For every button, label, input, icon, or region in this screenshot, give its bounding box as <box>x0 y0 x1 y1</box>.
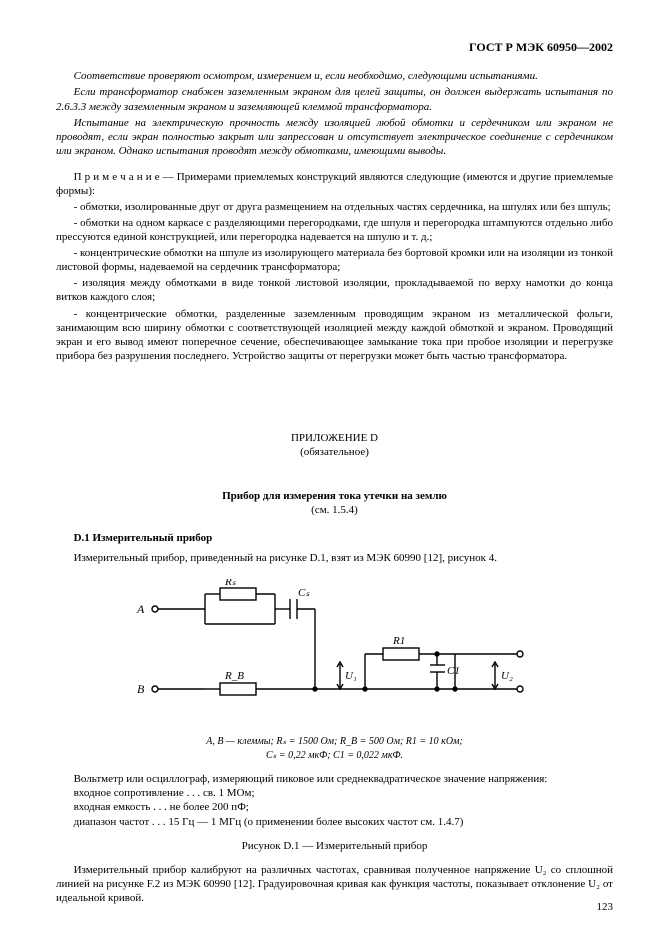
appendix-ref: (см. 1.5.4) <box>56 503 613 517</box>
label-rb: R_B <box>224 670 244 682</box>
label-rs: Rₛ <box>224 579 237 588</box>
label-a: A <box>136 602 145 616</box>
note-i1: - обмотки, изолированные друг от друга р… <box>56 200 613 214</box>
caption-line1: A, B — клеммы; Rₛ = 1500 Ом; R_B = 500 О… <box>206 736 463 747</box>
d1-calib: Измерительный прибор калибруют на различ… <box>56 863 613 905</box>
d1-after1: Вольтметр или осциллограф, измеряющий пи… <box>56 772 613 786</box>
label-u1: U₁ <box>345 670 357 682</box>
doc-header: ГОСТ Р МЭК 60950—2002 <box>56 40 613 55</box>
page-number: 123 <box>597 900 614 914</box>
intro-p1: Соответствие проверяют осмотром, измерен… <box>56 69 613 83</box>
note-i5: - концентрические обмотки, разделенные з… <box>56 307 613 363</box>
page: ГОСТ Р МЭК 60950—2002 Соответствие прове… <box>0 0 661 936</box>
d1-after3: входная емкость . . . не более 200 пФ; <box>56 800 613 814</box>
circuit-diagram: A Rₛ Cₛ <box>125 579 545 729</box>
appendix-title: Прибор для измерения тока утечки на земл… <box>56 489 613 503</box>
label-b: B <box>137 682 145 696</box>
d1-after4: диапазон частот . . . 15 Гц — 1 МГц (о п… <box>56 815 613 829</box>
note-i3: - концентрические обмотки на шпуле из из… <box>56 246 613 274</box>
d1-lead: Измерительный прибор, приведенный на рис… <box>56 551 613 565</box>
note-label: П р и м е ч а н и е <box>74 171 160 183</box>
label-u2: U₂ <box>501 670 513 682</box>
note-i2: - обмотки на одном каркасе с разделяющим… <box>56 216 613 244</box>
note-i4: - изоляция между обмотками в виде тонкой… <box>56 276 613 304</box>
figure-label: Рисунок D.1 — Измерительный прибор <box>56 839 613 853</box>
d1-after2: входное сопротивление . . . св. 1 МОм; <box>56 786 613 800</box>
appendix-name: ПРИЛОЖЕНИЕ D <box>56 431 613 445</box>
note-lead: П р и м е ч а н и е — Примерами приемлем… <box>56 170 613 198</box>
d1-heading: D.1 Измерительный прибор <box>56 531 613 545</box>
circuit-caption: A, B — клеммы; Rₛ = 1500 Ом; R_B = 500 О… <box>56 735 613 762</box>
intro-p3: Испытание на электрическую прочность меж… <box>56 116 613 158</box>
label-c1: C1 <box>447 665 460 677</box>
label-cs: Cₛ <box>298 587 310 599</box>
caption-line2: Cₛ = 0,22 мкФ; C1 = 0,022 мкФ. <box>266 750 403 761</box>
intro-p2: Если трансформатор снабжен заземленным э… <box>56 85 613 113</box>
appendix-kind: (обязательное) <box>56 445 613 459</box>
label-r1: R1 <box>392 635 405 647</box>
